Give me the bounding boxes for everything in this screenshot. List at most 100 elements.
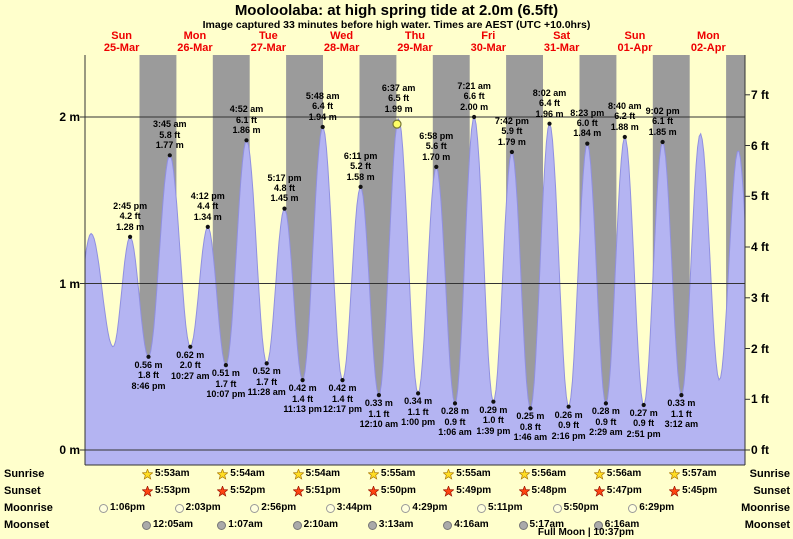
y-axis-left-label: 0 m <box>59 443 80 457</box>
sunset-time: 5:51pm <box>305 485 341 496</box>
sunset-entry: 5:48pm <box>518 485 567 497</box>
high-tide-dot <box>282 206 287 211</box>
moonrise-circle-icon <box>250 503 260 513</box>
moonset-circle-icon <box>593 520 603 530</box>
day-label-sun-25-mar: Sun 25-Mar <box>103 30 140 54</box>
moonrise-time: 4:29pm <box>412 502 448 513</box>
sunrise-time: 5:54am <box>305 468 341 479</box>
high-tide-dot <box>660 139 665 145</box>
sunrise-star-icon <box>142 468 153 480</box>
sunrise-entry: 5:53am <box>142 468 189 480</box>
day-label-mon-26-mar: Mon 26-Mar <box>177 30 213 54</box>
sunrise-time: 5:53am <box>155 468 190 479</box>
sunrise-time: 5:57am <box>682 468 717 479</box>
sunrise-time: 5:55am <box>380 468 416 479</box>
low-tide-dot <box>264 361 269 366</box>
low-tide-label: 0.25 m 0.8 ft 1:46 am <box>513 411 548 443</box>
high-tide-label: 5:17 pm 4.8 ft 1.45 m <box>267 172 302 204</box>
sunrise-time: 5:55am <box>456 468 491 479</box>
low-tide-dot <box>340 378 345 383</box>
high-tide-label: 8:02 am 6.4 ft 1.96 m <box>532 87 567 119</box>
sunset-star-icon <box>292 485 304 497</box>
moonrise-time: 6:29pm <box>639 502 675 513</box>
sunset-time: 5:45pm <box>682 485 718 496</box>
moonrise-entry: 5:11pm <box>477 502 522 514</box>
moonset-circle-icon <box>217 520 227 530</box>
high-tide-label: 4:52 am 6.1 ft 1.86 m <box>229 104 264 136</box>
moonrise-time: 5:11pm <box>488 502 523 513</box>
low-tide-dot <box>223 363 228 368</box>
moonrise-circle-icon <box>401 503 411 513</box>
high-tide-dot <box>358 184 363 189</box>
moonset-time: 3:13am <box>378 519 414 530</box>
sunrise-entry: 5:56am <box>593 468 642 480</box>
sunset-time: 5:49pm <box>456 485 492 496</box>
high-tide-label: 7:42 pm 5.9 ft 1.79 m <box>494 116 529 147</box>
sunrise-star-icon <box>518 468 530 480</box>
low-tide-label: 0.42 m 1.4 ft 11:13 pm <box>283 383 322 414</box>
moonset-time: 6:16am <box>604 519 640 530</box>
low-tide-label: 0.33 m 1.1 ft 12:10 am <box>359 398 399 429</box>
high-tide-label: 3:45 am 5.8 ft 1.77 m <box>153 119 187 151</box>
high-tide-dot <box>167 153 172 158</box>
moonset-time: 12:05am <box>153 519 194 530</box>
moonrise-time: 3:44pm <box>336 502 372 513</box>
moonrise-entry: 3:44pm <box>325 502 372 514</box>
sunset-star-icon <box>217 485 229 497</box>
sunset-entry: 5:52pm <box>217 485 265 497</box>
low-tide-label: 0.28 m 0.9 ft 1:06 am <box>438 406 472 438</box>
sunset-star-icon <box>443 485 455 497</box>
sunset-star-icon <box>518 485 530 497</box>
sunrise-time: 5:54am <box>230 468 265 479</box>
astro-row-label-left-sunrise: Sunrise <box>4 468 45 480</box>
moonset-circle-icon <box>367 520 377 530</box>
sunrise-time: 5:56am <box>606 468 642 479</box>
y-axis-right-label: 5 ft <box>751 189 769 204</box>
moonset-entry: 12:05am <box>142 519 193 531</box>
day-label-mon-02-apr: Mon 02-Apr <box>690 30 726 54</box>
moonrise-circle-icon <box>552 503 562 513</box>
sunrise-entry: 5:55am <box>367 468 416 480</box>
low-tide-dot <box>300 378 305 383</box>
low-tide-dot <box>188 344 193 349</box>
y-axis-right-label: 3 ft <box>751 290 769 305</box>
low-tide-label: 0.56 m 1.8 ft 8:46 pm <box>131 359 166 391</box>
y-axis-left-label: 1 m <box>59 276 80 291</box>
sunrise-star-icon <box>367 468 379 480</box>
sunset-time: 5:50pm <box>380 485 416 496</box>
high-tide-dot <box>128 234 133 239</box>
sunrise-entry: 5:56am <box>518 468 566 480</box>
low-tide-label: 0.26 m 0.9 ft 2:16 pm <box>551 409 586 441</box>
low-tide-label: 0.52 m 1.7 ft 11:28 am <box>247 366 286 398</box>
sunrise-star-icon <box>443 468 455 480</box>
high-tide-dot <box>320 124 325 130</box>
sunset-time: 5:48pm <box>531 485 567 496</box>
high-tide-label: 6:58 pm 5.6 ft 1.70 m <box>419 130 454 162</box>
low-tide-dot <box>603 401 609 406</box>
high-tide-label: 6:37 am 6.5 ft 1.99 m <box>381 82 416 114</box>
sunset-star-icon <box>669 485 681 497</box>
sunrise-entry: 5:57am <box>669 468 717 480</box>
low-tide-dot <box>679 393 684 398</box>
moonset-entry: 6:16am <box>593 519 640 531</box>
high-tide-dot <box>585 141 590 146</box>
astro-row-label-right-moonset: Moonset <box>744 519 790 531</box>
y-axis-right-label: 0 ft <box>751 443 769 457</box>
high-tide-label: 8:40 am 6.2 ft 1.88 m <box>608 101 642 132</box>
sunset-time: 5:53pm <box>155 485 191 496</box>
high-tide-dot <box>547 121 552 126</box>
sunrise-entry: 5:55am <box>443 468 491 480</box>
sunset-time: 5:47pm <box>606 485 642 496</box>
moonrise-entry: 6:29pm <box>628 502 674 514</box>
astro-row-label-left-sunset: Sunset <box>4 485 41 497</box>
low-tide-label: 0.34 m 1.1 ft 1:00 pm <box>401 396 436 428</box>
moonrise-time: 1:06pm <box>110 502 146 513</box>
high-tide-dot <box>244 138 249 143</box>
sunrise-star-icon <box>217 468 229 480</box>
moonrise-circle-icon <box>174 503 184 513</box>
moonset-entry: 3:13am <box>367 519 414 531</box>
moonset-circle-icon <box>443 520 453 530</box>
low-tide-label: 0.28 m 0.9 ft 2:29 am <box>589 406 623 438</box>
low-tide-dot <box>641 402 646 408</box>
